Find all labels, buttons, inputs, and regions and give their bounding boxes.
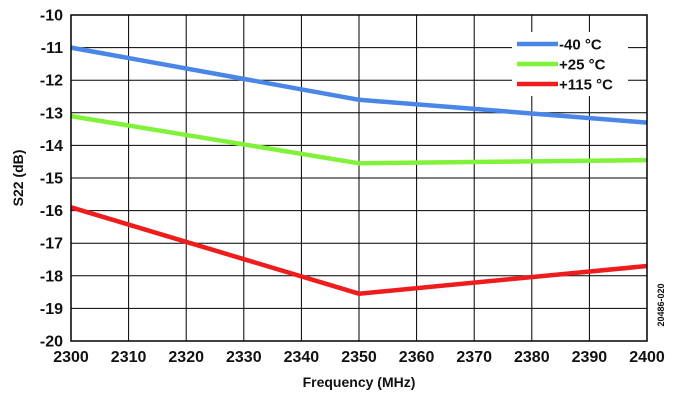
x-axis-title: Frequency (MHz) xyxy=(303,374,416,390)
x-tick-label: 2400 xyxy=(629,349,665,366)
x-axis-tick-labels: 2300 2310 2320 2330 2340 2350 2360 2370 2380 2390… xyxy=(53,349,665,366)
y-tick-label: -15 xyxy=(40,171,63,188)
y-tick-label: -11 xyxy=(41,40,63,57)
y-tick-label: -20 xyxy=(40,334,63,351)
y-tick-label: -14 xyxy=(40,138,63,155)
legend-label: +115 °C xyxy=(559,77,613,94)
series-line-1 xyxy=(70,45,648,125)
y-tick-label: -12 xyxy=(40,73,63,90)
legend: -40 °C +25 °C +115 °C xyxy=(512,32,628,96)
y-axis-tick-labels: -10 -11 -12 -13 -14 -15 -16 -17 -18 -19 -20 xyxy=(40,8,63,351)
y-tick-label: -18 xyxy=(40,268,63,285)
y-axis-title: S22 (dB) xyxy=(10,150,26,207)
y-tick-label: -19 xyxy=(40,301,63,318)
figure-id: 20486-020 xyxy=(656,283,666,326)
series-line-2 xyxy=(70,113,648,166)
x-tick-label: 2300 xyxy=(53,349,89,366)
x-tick-label: 2340 xyxy=(284,349,320,366)
y-tick-label: -17 xyxy=(40,236,63,253)
x-tick-label: 2310 xyxy=(111,349,147,366)
x-tick-label: 2360 xyxy=(399,349,435,366)
x-tick-label: 2320 xyxy=(168,349,204,366)
legend-label: +25 °C xyxy=(559,57,606,74)
legend-label: -40 °C xyxy=(559,37,602,54)
series-line-3 xyxy=(70,205,648,296)
x-tick-label: 2380 xyxy=(514,349,550,366)
y-tick-label: -10 xyxy=(40,8,63,25)
x-tick-label: 2390 xyxy=(572,349,608,366)
x-tick-label: 2330 xyxy=(226,349,262,366)
data-series xyxy=(70,45,648,296)
y-tick-label: -13 xyxy=(40,105,63,122)
plot-frame xyxy=(70,14,648,342)
x-tick-label: 2350 xyxy=(341,349,377,366)
x-tick-label: 2370 xyxy=(456,349,492,366)
y-tick-label: -16 xyxy=(40,203,63,220)
